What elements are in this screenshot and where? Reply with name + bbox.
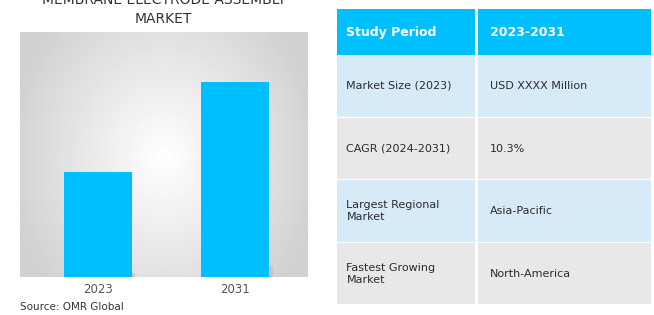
Text: Study Period: Study Period	[347, 26, 437, 39]
Text: CAGR (2024-2031): CAGR (2024-2031)	[347, 144, 451, 153]
Text: Market Size (2023): Market Size (2023)	[347, 81, 452, 91]
Bar	[201, 82, 269, 277]
Text: 2023-2031: 2023-2031	[490, 26, 564, 39]
Bar	[64, 172, 132, 277]
Text: Asia-Pacific: Asia-Pacific	[490, 206, 553, 216]
Text: Source: OMR Global: Source: OMR Global	[20, 302, 124, 312]
FancyBboxPatch shape	[205, 266, 273, 282]
Text: USD XXXX Million: USD XXXX Million	[490, 81, 587, 91]
Title: MEMBRANE ELECTRODE ASSEMBLY
MARKET: MEMBRANE ELECTRODE ASSEMBLY MARKET	[41, 0, 286, 26]
FancyBboxPatch shape	[67, 273, 135, 282]
Text: North-America: North-America	[490, 269, 571, 279]
Text: Fastest Growing
Market: Fastest Growing Market	[347, 263, 436, 285]
Text: Largest Regional
Market: Largest Regional Market	[347, 200, 440, 222]
Text: 10.3%: 10.3%	[490, 144, 525, 153]
